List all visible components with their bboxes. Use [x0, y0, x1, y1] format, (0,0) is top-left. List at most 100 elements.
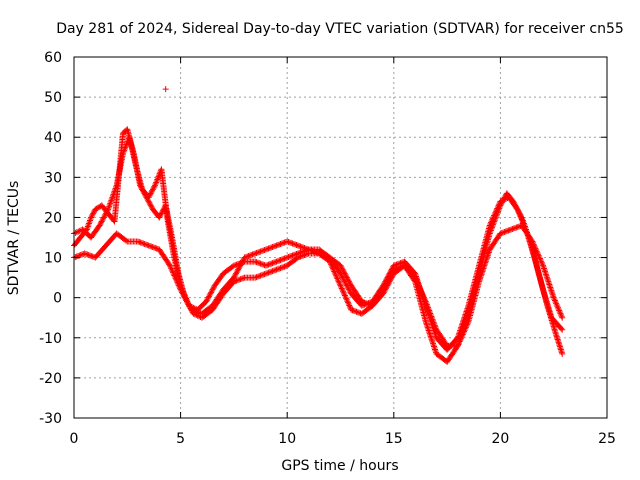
data-point	[533, 247, 540, 254]
data-point	[531, 244, 538, 251]
data-point	[313, 249, 320, 256]
data-point	[424, 303, 431, 310]
data-point	[280, 240, 287, 247]
data-point	[343, 273, 350, 280]
data-point	[517, 213, 524, 220]
data-point	[559, 350, 566, 357]
data-point	[493, 206, 500, 213]
data-point	[558, 311, 565, 318]
data-point	[154, 176, 161, 183]
data-point	[177, 286, 184, 293]
data-point	[234, 267, 241, 274]
data-point	[188, 306, 195, 313]
data-point	[345, 299, 352, 306]
data-point	[246, 252, 253, 259]
data-point	[258, 261, 265, 268]
data-point	[289, 252, 296, 259]
data-point	[90, 210, 97, 217]
data-point	[462, 325, 469, 332]
data-point	[252, 274, 259, 281]
data-point	[174, 279, 181, 286]
data-point	[85, 252, 92, 259]
data-point	[553, 300, 560, 307]
y-tick-label: 10	[44, 251, 62, 267]
data-point	[459, 331, 466, 338]
data-point	[206, 291, 213, 298]
data-point	[508, 226, 515, 233]
data-point	[341, 292, 348, 299]
data-point	[386, 278, 393, 285]
data-point	[277, 265, 284, 272]
data-point	[205, 294, 212, 301]
data-point	[145, 242, 152, 249]
x-tick-label: 10	[278, 431, 296, 447]
data-point	[495, 202, 502, 209]
x-axis-label: GPS time / hours	[281, 458, 398, 474]
data-point	[457, 335, 464, 342]
data-point	[501, 228, 508, 235]
data-point	[333, 272, 340, 279]
data-point	[278, 264, 285, 271]
data-point	[340, 288, 347, 295]
data-point	[252, 250, 259, 257]
data-point	[100, 214, 107, 221]
data-point	[264, 246, 271, 253]
data-point	[518, 216, 525, 223]
data-point	[158, 210, 165, 217]
data-point	[148, 203, 155, 210]
data-point	[274, 258, 281, 265]
y-tick-label: -20	[39, 371, 62, 387]
data-point	[432, 323, 439, 330]
data-point	[431, 322, 438, 329]
data-point	[383, 283, 390, 290]
data-point	[284, 238, 291, 245]
data-point	[156, 214, 163, 221]
data-point	[170, 269, 177, 276]
data-point	[432, 325, 439, 332]
data-point	[236, 263, 243, 270]
data-point	[500, 229, 507, 236]
data-point	[134, 238, 141, 245]
data-point	[339, 266, 346, 273]
data-point	[423, 300, 430, 307]
data-point	[208, 289, 215, 296]
data-point	[102, 210, 109, 217]
data-point	[300, 244, 307, 251]
data-point	[210, 285, 217, 292]
data-point	[301, 245, 308, 252]
data-point	[516, 210, 523, 217]
data-point	[272, 267, 279, 274]
data-point	[270, 243, 277, 250]
data-point	[338, 265, 345, 272]
data-point	[231, 273, 238, 280]
data-point	[539, 261, 546, 268]
data-point	[296, 243, 303, 250]
data-point	[346, 279, 353, 286]
data-point	[180, 291, 187, 298]
data-point	[270, 267, 277, 274]
data-point	[380, 290, 387, 297]
data-point	[276, 241, 283, 248]
data-point	[181, 294, 188, 301]
y-tick-labels: -30 -20 -10 0 10 20 30 40 50 60	[39, 50, 62, 427]
data-point	[86, 252, 93, 259]
data-point	[536, 255, 543, 262]
data-point	[337, 262, 344, 269]
data-point	[273, 266, 280, 273]
data-point	[536, 254, 543, 261]
y-tick-label: 0	[53, 291, 62, 307]
data-point	[491, 211, 498, 218]
data-point	[256, 249, 263, 256]
data-point	[269, 244, 276, 251]
data-point	[176, 283, 183, 290]
data-point	[488, 218, 495, 225]
data-point	[528, 237, 535, 244]
data-point	[491, 212, 498, 219]
data-point	[338, 263, 345, 270]
data-point	[181, 293, 188, 300]
data-point	[122, 142, 129, 149]
data-point	[501, 196, 508, 203]
data-point	[382, 285, 389, 292]
data-point	[558, 313, 565, 320]
